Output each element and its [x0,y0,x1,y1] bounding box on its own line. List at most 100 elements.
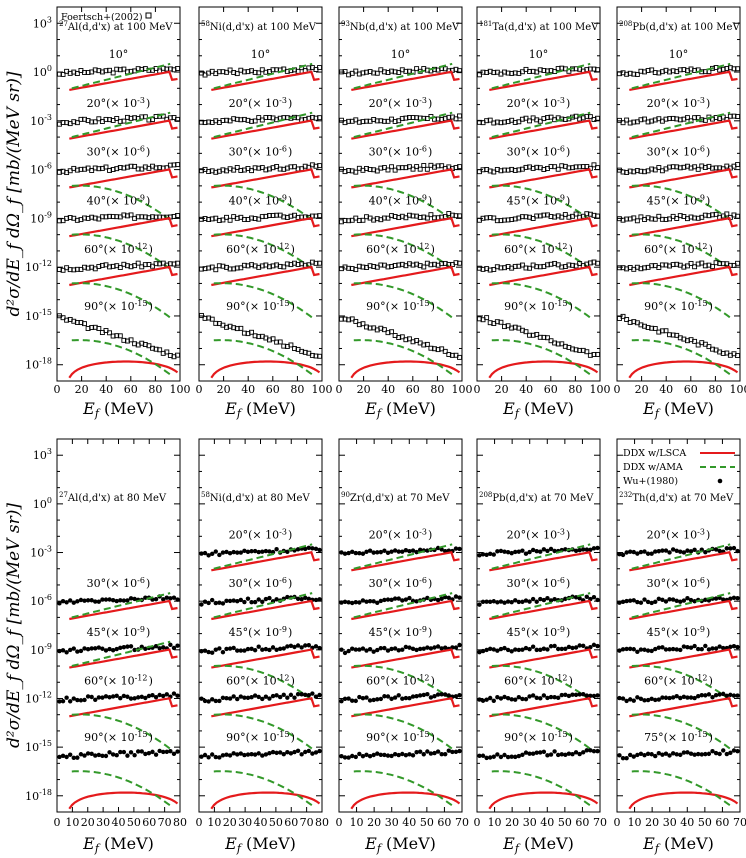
data-point [520,752,525,757]
data-point [457,546,462,552]
data-point [502,600,507,605]
data-point [638,696,644,702]
data-point [699,752,704,757]
data-point [548,752,554,757]
data-point [703,693,708,698]
data-point [121,749,127,755]
angle-label: 60°(× 10-12 ) [366,673,435,687]
data-point [530,596,536,602]
data-point [360,753,366,759]
data-point [389,329,395,335]
data-point [353,550,358,556]
data-point [414,694,419,699]
data-point [491,647,496,652]
ama-curve [71,111,171,139]
data-point [620,755,626,761]
data-point [516,753,522,759]
data-point [202,698,208,704]
data-point [538,750,543,755]
x-axis-title: Ef (MeV) [364,399,436,420]
data-point [367,754,373,759]
x-tick-label: 60 [124,383,138,396]
angle-label: 60°(× 10-12 ) [504,242,573,256]
x-tick-label: 40 [381,383,395,396]
data-point [128,212,134,218]
data-point [407,752,412,757]
data-point [175,260,180,266]
data-point [67,699,73,704]
data-point [699,260,705,266]
data-point [392,695,398,700]
lsca-curve [489,70,598,91]
data-point [674,647,679,652]
data-point [64,650,69,655]
data-point [317,260,322,266]
data-point [555,646,561,652]
data-point [392,751,398,757]
x-tick-label: 20 [495,383,509,396]
data-point [353,318,359,324]
data-point [100,753,105,758]
data-point [439,163,445,169]
ama-curve [353,282,453,319]
data-point [403,597,409,602]
x-tick-label: 50 [558,816,572,829]
data-point [480,648,486,654]
lsca-curve [68,360,179,379]
data-point [153,643,159,649]
data-point [213,698,218,704]
data-point [548,546,554,552]
data-point [295,748,301,754]
data-point [534,647,539,653]
data-point [642,549,647,554]
angle-label: 40°(× 10-9 ) [87,193,151,207]
data-point [277,750,283,755]
data-point [143,646,148,652]
ama-curve [213,282,313,319]
data-point [367,548,373,553]
ama-curve [213,770,313,807]
data-point [313,750,319,755]
data-point [96,116,102,122]
x-tick-label: 70 [733,816,746,829]
data-point [645,697,651,703]
data-point [400,751,405,757]
data-point [663,647,669,652]
data-point [277,646,283,652]
data-point [645,551,651,556]
data-point [389,646,394,652]
data-point [735,748,740,754]
data-point [620,313,626,319]
data-point [213,600,218,606]
x-tick-label: 40 [540,816,554,829]
data-point [260,647,265,652]
data-point [231,751,236,756]
data-point [161,645,166,650]
data-point [306,748,312,754]
data-point [260,753,265,758]
data-point [703,643,708,649]
data-point [382,694,387,699]
data-point [728,546,733,551]
data-point [277,694,283,700]
data-point [235,599,240,604]
lsca-curve [350,360,461,379]
ama-curve [353,713,453,750]
data-point [139,694,144,700]
data-point [516,119,522,125]
data-point [656,265,662,270]
data-point [498,548,504,554]
data-point [78,648,84,654]
lsca-curve [211,265,320,287]
data-point [645,599,651,605]
data-point [688,751,694,756]
data-point [656,116,662,122]
data-point [217,698,222,704]
data-point [495,549,500,554]
data-point [595,67,600,73]
data-point [199,312,204,318]
data-point [491,754,496,759]
data-point [360,321,366,327]
data-point [457,260,462,266]
data-point [206,649,211,655]
